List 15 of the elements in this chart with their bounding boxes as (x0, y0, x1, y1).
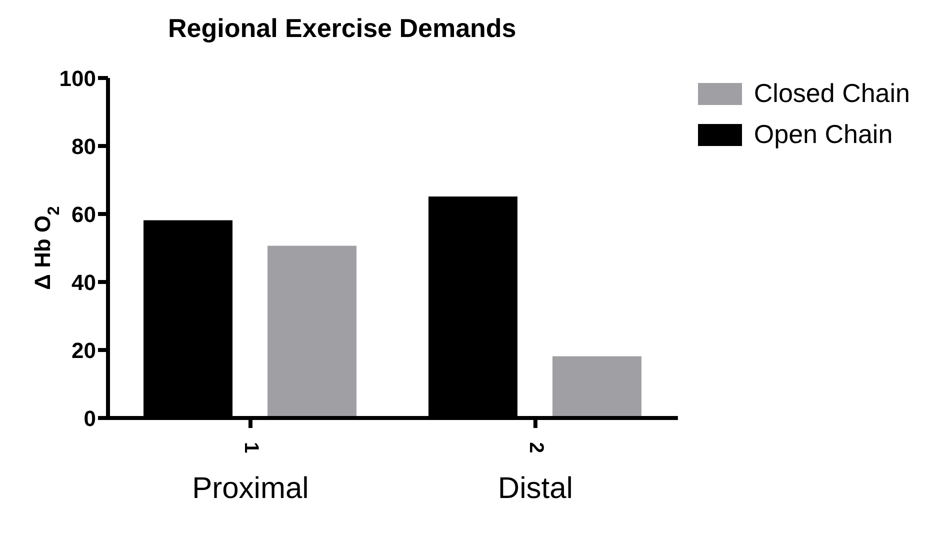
text: Distal (498, 472, 573, 505)
y-tick-label: 20 (72, 338, 96, 363)
bar (268, 246, 356, 418)
y-tick-label: 80 (72, 134, 96, 159)
y-tick-label: 100 (59, 66, 96, 91)
text: Proximal (192, 472, 309, 505)
legend-label: Closed Chain (754, 78, 910, 109)
y-tick-label: 40 (72, 270, 96, 295)
legend-label: Open Chain (754, 119, 893, 150)
y-tick-label: 60 (72, 202, 96, 227)
y-tick-label: 0 (84, 406, 96, 431)
chart-title: Regional Exercise Demands (167, 12, 518, 45)
x-tick-label: 2 (525, 442, 548, 454)
bar (552, 356, 642, 418)
x-tick-label: 1 (240, 442, 262, 454)
